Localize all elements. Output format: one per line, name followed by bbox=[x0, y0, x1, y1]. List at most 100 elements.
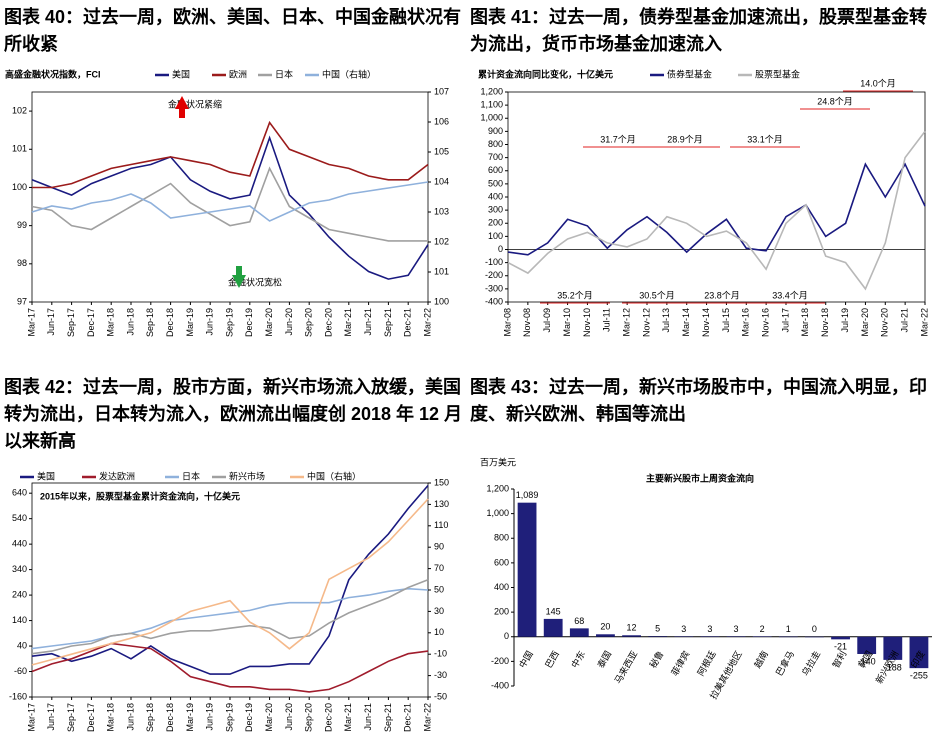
x-tick-label: Mar-18 bbox=[800, 308, 810, 337]
x-tick-label: Mar-10 bbox=[562, 308, 572, 337]
x-tick-label: Jul-17 bbox=[780, 308, 790, 333]
annotation: 31.7个月 bbox=[600, 134, 636, 144]
x-tick-label: Jun-21 bbox=[363, 308, 373, 336]
x-tick-label: Mar-16 bbox=[741, 308, 751, 337]
y2-tick-label: 103 bbox=[434, 206, 449, 216]
y-tick-label: -200 bbox=[491, 656, 509, 666]
axis-label: 2015年以来，股票型基金累计资金流向，十亿美元 bbox=[40, 490, 240, 501]
x-tick-label: Sep-18 bbox=[145, 308, 155, 337]
y-tick-label: -300 bbox=[485, 283, 503, 293]
x-tick-label: Dec-21 bbox=[403, 308, 413, 337]
annotation: 28.9个月 bbox=[667, 134, 703, 144]
y-tick-label: -160 bbox=[9, 691, 27, 701]
y-tick-label: 1,000 bbox=[486, 508, 509, 518]
value-label: 3 bbox=[681, 624, 686, 634]
chart-subtitle: 主要新兴股市上周资金流向 bbox=[646, 472, 754, 483]
annotation: 35.2个月 bbox=[557, 290, 593, 300]
y2-tick-label: 90 bbox=[434, 542, 444, 552]
y-tick-label: 800 bbox=[494, 533, 509, 543]
y2-tick-label: 50 bbox=[434, 584, 444, 594]
chart: -400 -300 -200 -100 0 100 200 300 400 500 600 700 80… bbox=[478, 68, 929, 337]
legend-label: 美国 bbox=[172, 68, 190, 79]
x-tick-label: Nov-16 bbox=[761, 308, 771, 337]
axis-label: 累计资金流向同比变化，十亿美元 bbox=[478, 68, 613, 79]
y2-tick-label: 130 bbox=[434, 499, 449, 509]
x-tick-label: Mar-21 bbox=[343, 308, 353, 337]
x-tick-label: Mar-18 bbox=[106, 703, 116, 732]
x-tick-label: 智利 bbox=[830, 649, 849, 670]
x-tick-label: Dec-19 bbox=[244, 703, 254, 732]
y2-tick-label: 104 bbox=[434, 176, 449, 186]
y2-tick-label: 101 bbox=[434, 266, 449, 276]
series-line bbox=[31, 498, 429, 666]
y2-tick-label: 105 bbox=[434, 146, 449, 156]
chart: -160 -60 40 140 240 340 440 540 640 -50 -30 -10 10 30… bbox=[9, 470, 449, 732]
y-tick-label: 640 bbox=[12, 488, 27, 498]
x-tick-label: Jun-18 bbox=[125, 308, 135, 336]
bar bbox=[648, 636, 668, 637]
x-tick-label: Sep-18 bbox=[145, 703, 155, 732]
y-tick-label: -400 bbox=[485, 296, 503, 306]
y2-tick-label: 10 bbox=[434, 627, 444, 637]
x-tick-label: Dec-18 bbox=[165, 308, 175, 337]
y-tick-label: 1,000 bbox=[480, 113, 503, 123]
x-tick-label: 越南 bbox=[751, 649, 770, 670]
x-tick-label: 秘鲁 bbox=[647, 649, 666, 670]
x-tick-label: Dec-20 bbox=[323, 703, 333, 732]
x-tick-label: Nov-12 bbox=[641, 308, 651, 337]
x-tick-label: Sep-20 bbox=[304, 703, 314, 732]
annotation: 33.1个月 bbox=[747, 134, 783, 144]
y-tick-label: 500 bbox=[488, 178, 503, 188]
y2-tick-label: 100 bbox=[434, 296, 449, 306]
x-tick-label: 乌拉圭 bbox=[799, 649, 822, 678]
y2-tick-label: -50 bbox=[434, 691, 447, 701]
x-tick-label: Sep-19 bbox=[224, 308, 234, 337]
value-label: 5 bbox=[655, 624, 660, 634]
y-tick-label: 400 bbox=[488, 191, 503, 201]
y-tick-label: 700 bbox=[488, 152, 503, 162]
y2-tick-label: 110 bbox=[434, 520, 448, 530]
y2-tick-label: 150 bbox=[434, 477, 449, 487]
x-tick-label: Mar-17 bbox=[26, 308, 36, 337]
x-tick-label: Jun-20 bbox=[284, 703, 294, 731]
value-label: 1 bbox=[786, 624, 791, 634]
annotation: 23.8个月 bbox=[704, 290, 740, 300]
x-tick-label: Mar-20 bbox=[264, 308, 274, 337]
x-tick-label: Sep-21 bbox=[383, 703, 393, 732]
x-tick-label: 中东 bbox=[569, 649, 588, 670]
x-tick-label: Mar-12 bbox=[622, 308, 632, 337]
legend-label: 新兴市场 bbox=[229, 470, 265, 481]
x-tick-label: Sep-17 bbox=[66, 308, 76, 337]
series-line bbox=[507, 130, 926, 291]
value-label: 12 bbox=[627, 623, 637, 633]
series-line bbox=[31, 579, 429, 655]
x-tick-label: 泰国 bbox=[595, 649, 614, 670]
series-line bbox=[507, 162, 926, 256]
y-tick-label: 140 bbox=[12, 615, 27, 625]
legend-label: 美国 bbox=[37, 470, 55, 481]
value-label: 3 bbox=[734, 624, 739, 634]
y-tick-label: 98 bbox=[17, 258, 27, 268]
x-tick-label: 菲律宾 bbox=[669, 649, 692, 678]
value-label: -255 bbox=[910, 671, 928, 681]
y-tick-label: -60 bbox=[14, 666, 27, 676]
x-tick-label: Mar-22 bbox=[422, 703, 432, 732]
series-line bbox=[31, 484, 429, 675]
legend-label: 发达欧洲 bbox=[99, 470, 135, 481]
bar bbox=[831, 636, 850, 640]
x-tick-label: Jun-20 bbox=[284, 308, 294, 336]
chart: -400-20002004006008001,0001,2001,089中国14… bbox=[480, 456, 932, 701]
legend-label: 中国（右轴） bbox=[307, 470, 361, 481]
x-tick-label: Dec-17 bbox=[86, 703, 96, 732]
legend-label: 欧洲 bbox=[229, 68, 247, 79]
bar bbox=[778, 636, 798, 638]
y2-tick-label: 70 bbox=[434, 563, 444, 573]
bar bbox=[569, 628, 589, 637]
bar bbox=[909, 636, 929, 669]
x-tick-label: Jun-18 bbox=[125, 703, 135, 731]
annotation: 24.8个月 bbox=[817, 96, 853, 106]
y-tick-label: 540 bbox=[12, 513, 27, 523]
series-line bbox=[32, 120, 429, 189]
x-tick-label: Jul-13 bbox=[661, 308, 671, 333]
series-line bbox=[31, 166, 428, 242]
